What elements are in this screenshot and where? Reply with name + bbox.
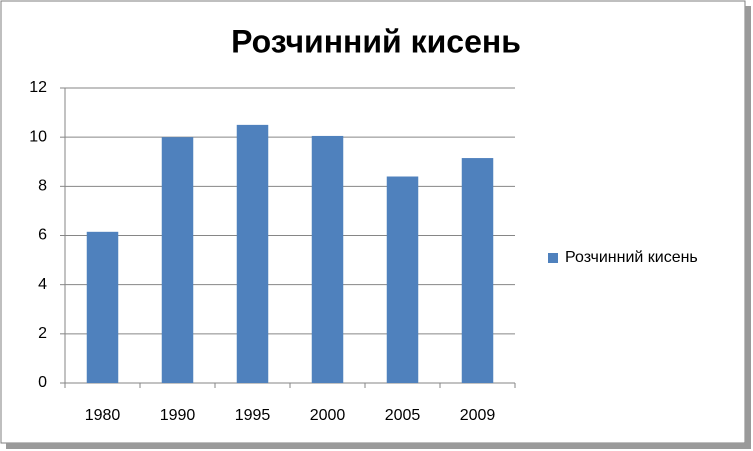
y-tick-label: 8 — [38, 178, 47, 195]
x-tick-label: 2009 — [460, 407, 496, 424]
x-tick-label: 2005 — [385, 407, 421, 424]
x-tick-label: 2000 — [310, 407, 346, 424]
x-tick-label: 1980 — [85, 407, 121, 424]
bar — [86, 231, 119, 383]
legend-label: Розчинний кисень — [565, 249, 698, 266]
y-tick-label: 12 — [29, 79, 47, 96]
y-tick-label: 10 — [29, 128, 47, 145]
bar — [461, 158, 494, 383]
bar — [161, 137, 194, 383]
bar — [311, 135, 344, 383]
y-tick-label: 6 — [38, 227, 47, 244]
shadow — [6, 443, 751, 449]
shadow — [745, 6, 751, 449]
chart-title: Розчинний кисень — [231, 23, 521, 59]
y-tick-label: 0 — [38, 374, 47, 391]
y-tick-label: 4 — [38, 276, 47, 293]
x-tick-label: 1995 — [235, 407, 271, 424]
legend-swatch — [548, 253, 558, 263]
y-tick-label: 2 — [38, 325, 47, 342]
chart-border — [0, 0, 746, 444]
x-tick-label: 1990 — [160, 407, 196, 424]
bar — [236, 124, 269, 383]
bar — [386, 176, 419, 383]
